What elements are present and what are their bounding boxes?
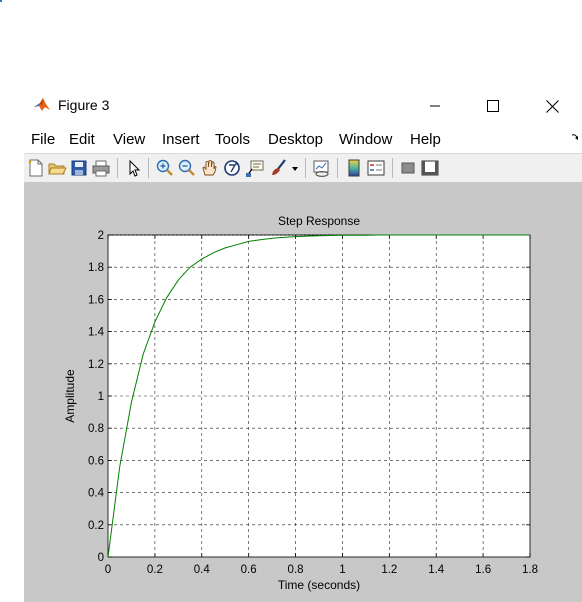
maximize-icon (487, 100, 499, 112)
window-title: Figure 3 (58, 97, 110, 113)
y-axis-label: Amplitude (63, 369, 77, 423)
menu-window[interactable]: Window (339, 131, 393, 148)
toolbar-separator (392, 158, 393, 178)
step-response-line (107, 234, 530, 558)
matlab-logo-icon (34, 98, 50, 111)
print-icon[interactable] (91, 158, 111, 178)
close-icon (545, 99, 559, 113)
tick-labels: 0 0.2 0.4 0.6 0.8 1 1.2 1.4 1.6 1.8 0 0.2 0.4 0.6 0.8 1… (88, 230, 538, 576)
x-tick-label: 1.8 (522, 564, 538, 576)
y-tick-label: 2 (98, 230, 104, 242)
figure-canvas[interactable]: 0 0.2 0.4 0.6 0.8 1 1.2 1.4 1.6 1.8 0 0.2 0.4 0.6 0.8 1… (24, 182, 582, 602)
chart-title: Step Response (278, 214, 360, 228)
menu-edit[interactable]: Edit (69, 131, 95, 148)
x-tick-label: 0.2 (147, 564, 163, 576)
menu-desktop[interactable]: Desktop (268, 131, 324, 148)
x-tick-label: 1 (339, 564, 345, 576)
pan-icon[interactable] (199, 158, 219, 178)
y-tick-label: 0.4 (88, 488, 105, 500)
insert-legend-icon[interactable] (366, 158, 386, 178)
zoom-out-icon[interactable] (177, 158, 197, 178)
x-tick-label: 1.2 (381, 564, 397, 576)
menu-help[interactable]: Help (410, 131, 441, 148)
menu-tools[interactable]: Tools (215, 131, 251, 148)
x-tick-label: 0.8 (288, 564, 304, 576)
x-tick-label: 1.6 (475, 564, 491, 576)
toolbar-separator (117, 158, 118, 178)
x-tick-label: 1.4 (428, 564, 445, 576)
link-plot-icon[interactable] (312, 158, 332, 178)
y-tick-label: 0.8 (88, 423, 104, 435)
hide-plot-tools-icon[interactable] (398, 158, 418, 178)
x-tick-label: 0 (105, 564, 111, 576)
y-tick-label: 1.8 (88, 262, 104, 274)
y-tick-label: 1.2 (88, 359, 104, 371)
x-tick-label: 0.6 (241, 564, 257, 576)
series-layer (107, 234, 530, 558)
menu-insert[interactable]: Insert (162, 131, 200, 148)
y-tick-label: 1.4 (88, 327, 105, 339)
x-tick-label: 0.4 (194, 564, 211, 576)
rotate-3d-icon[interactable] (222, 158, 242, 178)
toolbar-separator (305, 158, 306, 178)
menu-view[interactable]: View (113, 131, 146, 148)
new-figure-icon[interactable] (26, 158, 46, 178)
x-axis-label: Time (seconds) (278, 578, 360, 592)
zoom-in-icon[interactable] (155, 158, 175, 178)
figure-toolbar (24, 153, 582, 183)
menu-file[interactable]: File (31, 131, 56, 148)
edit-plot-icon[interactable] (124, 158, 144, 178)
dock-arrow-icon[interactable] (570, 132, 580, 142)
brush-dropdown-icon[interactable] (290, 158, 300, 178)
window-title-bar[interactable]: Figure 3 (24, 92, 582, 120)
toolbar-separator (337, 158, 338, 178)
close-button[interactable] (529, 92, 575, 120)
grid-lines (108, 235, 530, 557)
save-icon[interactable] (69, 158, 89, 178)
menu-bar: File Edit View Insert Tools Desktop Wind… (24, 128, 582, 152)
brush-icon[interactable] (269, 158, 289, 178)
maximize-button[interactable] (470, 92, 516, 120)
open-file-icon[interactable] (47, 158, 67, 178)
y-tick-label: 0.2 (88, 520, 104, 532)
desktop-dot (0, 0, 2, 2)
minimize-button[interactable] (412, 92, 458, 120)
y-tick-label: 0 (98, 552, 104, 564)
y-tick-label: 1 (98, 391, 104, 403)
y-tick-label: 0.6 (88, 455, 104, 467)
insert-colorbar-icon[interactable] (344, 158, 364, 178)
step-response-chart[interactable]: 0 0.2 0.4 0.6 0.8 1 1.2 1.4 1.6 1.8 0 0.2 0.4 0.6 0.8 1… (24, 182, 582, 602)
minimize-icon (430, 105, 440, 107)
data-cursor-icon[interactable] (245, 158, 265, 178)
show-plot-tools-icon[interactable] (420, 158, 440, 178)
y-tick-label: 1.6 (88, 294, 104, 306)
toolbar-separator (148, 158, 149, 178)
